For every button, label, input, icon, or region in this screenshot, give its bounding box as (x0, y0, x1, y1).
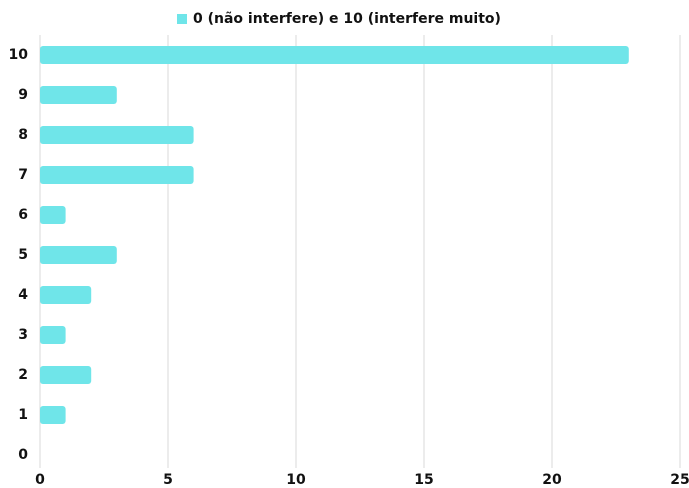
bar (40, 406, 66, 424)
y-tick-label: 0 (18, 447, 28, 463)
bar (40, 166, 194, 184)
bar (40, 126, 194, 144)
y-tick-label: 8 (18, 127, 28, 143)
y-tick-label: 9 (18, 87, 28, 103)
x-tick-label: 25 (670, 472, 689, 488)
x-tick-label: 15 (414, 472, 433, 488)
bar (40, 246, 117, 264)
bar (40, 326, 66, 344)
legend-label: 0 (não interfere) e 10 (interfere muito) (193, 11, 501, 27)
bar (40, 366, 92, 384)
x-tick-label: 10 (286, 472, 306, 488)
y-tick-label: 7 (18, 167, 28, 183)
bar (40, 86, 117, 104)
bar (40, 206, 66, 224)
y-tick-label: 4 (18, 287, 28, 303)
legend-swatch (177, 14, 187, 24)
y-tick-label: 6 (18, 207, 28, 223)
y-tick-label: 3 (18, 327, 28, 343)
bar (40, 286, 92, 304)
y-tick-label: 1 (18, 407, 28, 423)
x-tick-label: 5 (163, 472, 173, 488)
x-tick-label: 20 (542, 472, 562, 488)
x-tick-label: 0 (35, 472, 45, 488)
y-tick-label: 2 (18, 367, 28, 383)
y-tick-label: 10 (9, 47, 29, 63)
y-tick-label: 5 (18, 247, 28, 263)
bar (40, 46, 629, 64)
